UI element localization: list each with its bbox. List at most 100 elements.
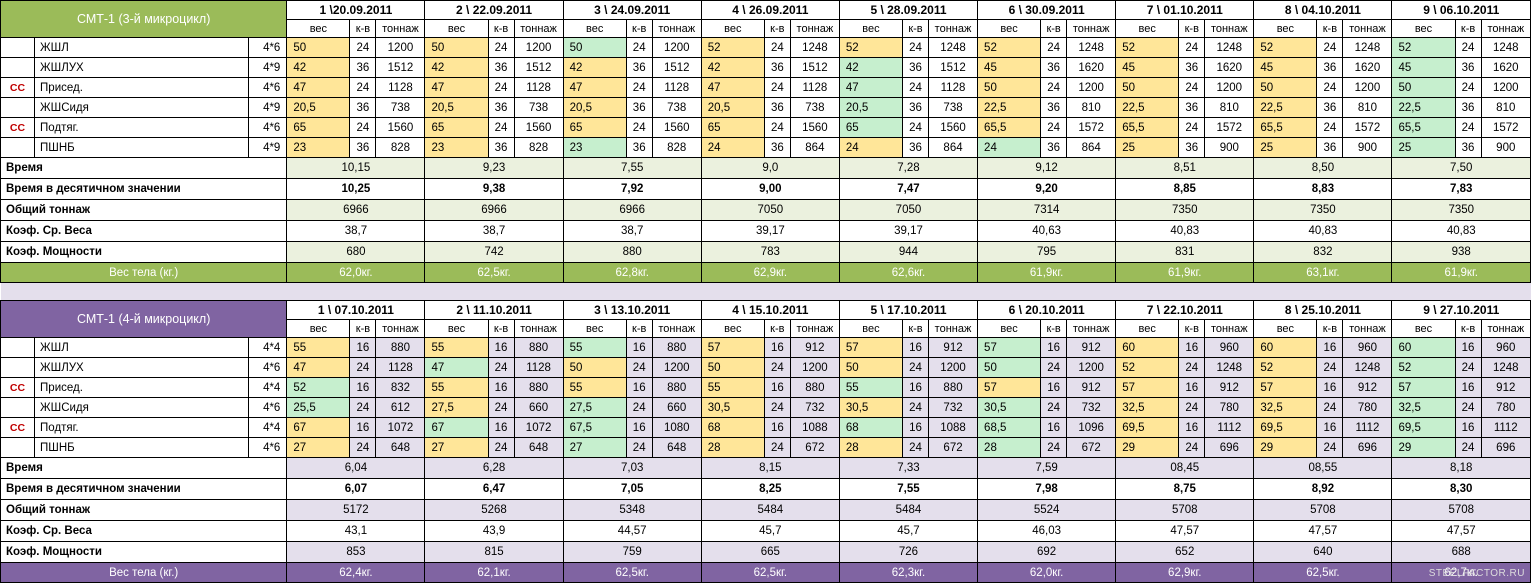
col-tonnage-label: тоннаж: [927, 19, 979, 38]
body-weight-label: Вес тела (кг.): [0, 262, 288, 283]
block-header-row: СМТ-1 (4-й микроцикл) 1 \ 07.10.2011 2 \ 1…: [0, 300, 1531, 338]
tonnage-cell: 1572: [1204, 117, 1255, 138]
reps-cell: 16: [625, 337, 653, 358]
col-reps-label: к-в: [1316, 319, 1344, 338]
summary-row: Общий тоннаж 5172 5268 5348 5484 5484 5524 5708…: [0, 499, 1531, 521]
reps-cell: 24: [1454, 357, 1482, 378]
reps-cell: 36: [1040, 57, 1068, 78]
exercise-row: ПШНБ 4*6 27 24 648 27 24 648 27 24 648 28 24 672 28 24 6…: [0, 437, 1531, 458]
tonnage-cell: 1200: [651, 37, 702, 58]
summary-value: 8,83: [1253, 178, 1393, 200]
exercise-row: СС Подтяг. 4*6 65 24 1560 65 24 1560 65 24 1560 65 24…: [0, 117, 1531, 138]
weight-cell: 65,5: [1115, 117, 1180, 138]
tonnage-cell: 1128: [375, 357, 426, 378]
tonnage-cell: 672: [927, 437, 979, 458]
summary-value: 6966: [424, 199, 564, 221]
summary-label: Коэф. Мощности: [0, 541, 288, 563]
tonnage-cell: 864: [1066, 137, 1117, 158]
reps-cell: 24: [487, 117, 515, 138]
summary-value: 815: [424, 541, 564, 563]
summary-value: 43,1: [286, 520, 426, 542]
col-weight-label: вес: [1391, 19, 1456, 38]
reps-cell: 24: [1454, 117, 1482, 138]
tonnage-cell: 696: [1204, 437, 1255, 458]
tonnage-cell: 732: [789, 397, 840, 418]
col-weight-label: вес: [977, 319, 1042, 338]
tonnage-cell: 1560: [651, 117, 702, 138]
reps-cell: 36: [349, 57, 377, 78]
summary-value: 783: [700, 241, 840, 263]
weight-cell: 55: [562, 377, 627, 398]
weight-cell: 52: [977, 37, 1042, 58]
tonnage-cell: 1248: [927, 37, 979, 58]
sets-reps-scheme: 4*4: [248, 337, 288, 358]
reps-cell: 16: [1178, 337, 1206, 358]
summary-value: 831: [1115, 241, 1255, 263]
session-date: 7 \ 01.10.2011: [1115, 0, 1255, 20]
summary-value: 8,18: [1391, 457, 1531, 479]
tonnage-cell: 1088: [927, 417, 979, 438]
reps-cell: 36: [763, 97, 791, 118]
weight-cell: 52: [1253, 37, 1318, 58]
weight-cell: 42: [286, 57, 351, 78]
summary-value: 8,92: [1253, 478, 1393, 500]
reps-cell: 24: [349, 37, 377, 58]
weight-cell: 25: [1391, 137, 1456, 158]
tonnage-cell: 912: [1480, 377, 1531, 398]
reps-cell: 24: [901, 357, 929, 378]
exercise-row: ЖШСидя 4*9 20,5 36 738 20,5 36 738 20,5 36 738 20,5…: [0, 97, 1531, 118]
summary-label: Коэф. Ср. Веса: [0, 220, 288, 242]
weight-cell: 55: [838, 377, 903, 398]
tonnage-cell: 1200: [1204, 77, 1255, 98]
tonnage-cell: 1512: [651, 57, 702, 78]
tonnage-cell: 912: [789, 337, 840, 358]
summary-value: 6966: [286, 199, 426, 221]
weight-cell: 30,5: [700, 397, 765, 418]
reps-cell: 24: [901, 117, 929, 138]
subheader-row: вес к-в тоннаж вес к-в тоннаж вес к-в тоннаж вес к…: [1, 19, 1531, 38]
col-weight-label: вес: [838, 19, 903, 38]
reps-cell: 16: [1454, 377, 1482, 398]
tonnage-cell: 1620: [1066, 57, 1117, 78]
weight-cell: 20,5: [286, 97, 351, 118]
tonnage-cell: 880: [651, 377, 702, 398]
tonnage-cell: 810: [1204, 97, 1255, 118]
tonnage-cell: 1620: [1342, 57, 1393, 78]
reps-cell: 36: [625, 57, 653, 78]
sets-reps-scheme: 4*6: [248, 117, 288, 138]
exercise-name: ЖШСидя: [34, 97, 250, 118]
reps-cell: 16: [487, 337, 515, 358]
weight-cell: 28: [838, 437, 903, 458]
weight-cell: 50: [977, 77, 1042, 98]
weight-cell: 57: [977, 377, 1042, 398]
weight-cell: 22,5: [1115, 97, 1180, 118]
exercise-name: ЖШЛ: [34, 337, 250, 358]
tonnage-cell: 1072: [375, 417, 426, 438]
reps-cell: 16: [1454, 417, 1482, 438]
col-tonnage-label: тоннаж: [375, 319, 426, 338]
summary-value: 8,25: [700, 478, 840, 500]
reps-cell: 24: [1040, 357, 1068, 378]
reps-cell: 36: [349, 97, 377, 118]
body-weight-value: 61,9кг.: [977, 262, 1117, 283]
reps-cell: 24: [901, 77, 929, 98]
reps-cell: 24: [1316, 357, 1344, 378]
block-title: СМТ-1 (4-й микроцикл): [0, 300, 288, 338]
exercise-name: ЖШЛ: [34, 37, 250, 58]
weight-cell: 47: [424, 357, 489, 378]
weight-cell: 47: [286, 357, 351, 378]
tonnage-cell: 1248: [1480, 357, 1531, 378]
reps-cell: 36: [1178, 97, 1206, 118]
reps-cell: 36: [1040, 137, 1068, 158]
summary-value: 9,0: [700, 157, 840, 179]
summary-value: 7,28: [838, 157, 979, 179]
col-reps-label: к-в: [1178, 319, 1206, 338]
tonnage-cell: 1200: [1066, 77, 1117, 98]
reps-cell: 24: [625, 77, 653, 98]
summary-value: 688: [1391, 541, 1531, 563]
weight-cell: 52: [1115, 357, 1180, 378]
col-weight-label: вес: [977, 19, 1042, 38]
exercise-row: ЖШЛУХ 4*6 47 24 1128 47 24 1128 50 24 1200 50 24 1200…: [0, 357, 1531, 378]
tonnage-cell: 738: [789, 97, 840, 118]
weight-cell: 47: [286, 77, 351, 98]
